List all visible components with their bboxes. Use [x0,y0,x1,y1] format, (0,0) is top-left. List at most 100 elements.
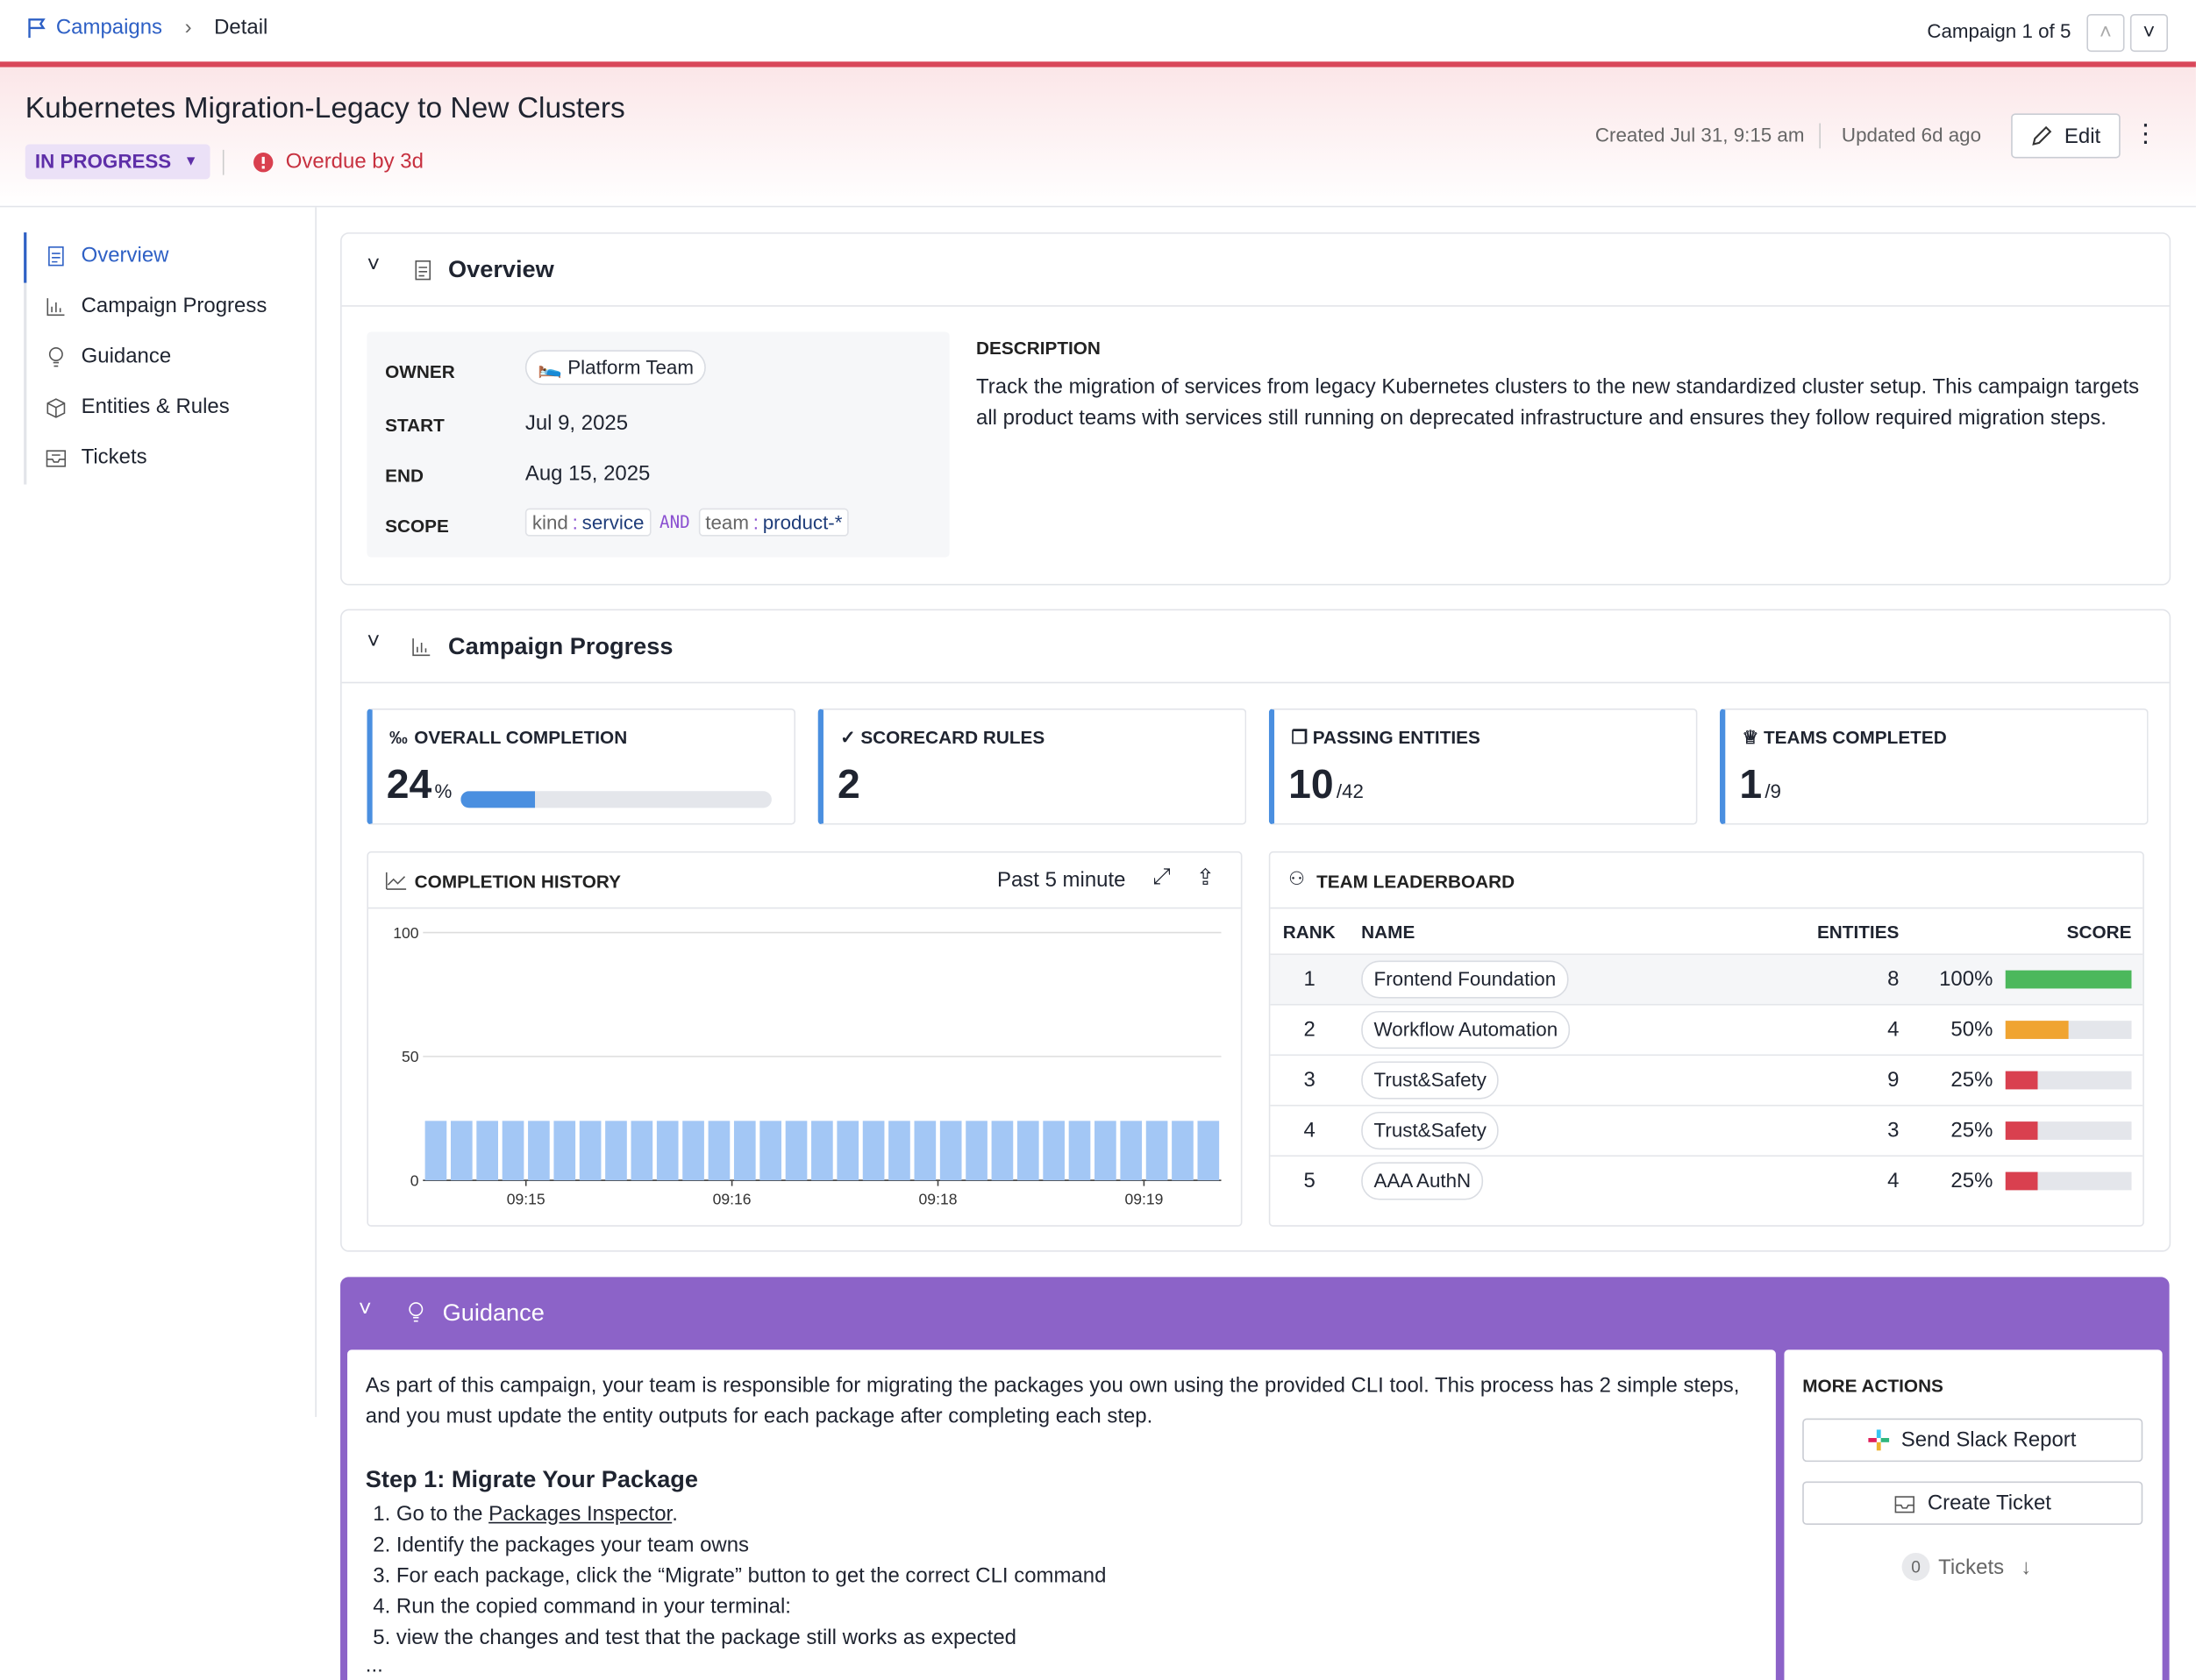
bar [991,1121,1014,1181]
entities: 3 [1887,1118,1900,1143]
bar [528,1121,550,1181]
edit-button[interactable]: Edit [2011,113,2121,159]
guidance-body: As part of this campaign, your team is r… [347,1349,1776,1680]
stat-value: 2 [838,763,860,809]
time-range[interactable]: Past 5 minute [996,868,1126,893]
leaderboard-row: 2 Workflow Automation 4 50% [1270,1003,2143,1054]
updated: Updated 6d ago [1841,123,1982,146]
download-icon: ↓ [2021,1555,2032,1579]
inbox-icon [46,449,67,466]
overdue: Overdue by 3d [252,149,424,174]
scope-key: kind [531,510,568,534]
nav-item[interactable]: Entities & Rules [45,395,230,418]
field-label: END [385,465,424,487]
collapse-chevron[interactable]: ˅ [367,630,381,654]
bar [553,1121,576,1181]
scope-operator: AND [660,512,690,532]
description: Track the migration of services from leg… [976,374,2140,431]
expand-button[interactable]: ⤢ [1152,865,1171,890]
bulb-icon [48,346,63,367]
leaderboard-row: 5 AAA AuthN 4 25% [1270,1155,2143,1205]
breadcrumb: Campaigns › Detail [25,15,267,39]
nav-item[interactable]: Tickets [45,445,147,469]
collapse-chevron[interactable]: ˅ [358,1298,372,1322]
team-chip[interactable]: Workflow Automation [1361,1010,1571,1050]
team-chip[interactable]: Trust&Safety [1361,1061,1500,1100]
entities: 4 [1887,1169,1900,1193]
step-text: Go to the [396,1502,489,1527]
team-chip[interactable]: Frontend Foundation [1361,960,1569,999]
team-chip[interactable]: Trust&Safety [1361,1111,1500,1150]
stat-label-text: SCORECARD RULES [860,726,1045,748]
export-button[interactable]: ⇪ [1195,866,1216,891]
stat-label: ✓ SCORECARD RULES [840,726,1045,748]
nav-item[interactable]: Overview [45,244,168,267]
bar [424,1121,447,1181]
score-track [2005,1121,2132,1140]
divider [1819,123,1821,149]
scope-term: kind: service [524,508,652,537]
rank: 4 [1303,1118,1315,1143]
slack-button[interactable]: Send Slack Report [1802,1418,2143,1463]
nav-item[interactable]: Guidance [45,345,171,368]
header [0,67,2196,208]
bar [1172,1121,1194,1181]
panel-title: COMPLETION HISTORY [414,871,621,893]
bar [1094,1121,1116,1181]
bar [966,1121,987,1181]
bar [605,1121,627,1181]
owner-chip[interactable]: 🛌 Platform Team [524,350,707,386]
stat-value: 10/42 [1288,763,1364,809]
field-label: OWNER [385,361,455,382]
score-bar [2005,1071,2037,1090]
scope-term: team: product-* [698,508,850,537]
link[interactable]: Packages Inspector [488,1502,673,1527]
guidance-intro: As part of this campaign, your team is r… [365,1373,1740,1428]
stat-card: ‰ OVERALL COMPLETION 24% [367,708,796,825]
overdue-text: Overdue by 3d [285,149,424,174]
prev-button[interactable]: ˄ [2086,13,2125,53]
panel-header [1270,853,2143,909]
progress-fill [460,791,536,808]
leaderboard-card: ⚇ TEAM LEADERBOARD RANK NAME ENTITIES SCORE… [1268,851,2144,1227]
card-header[interactable] [341,610,2170,684]
stat-unit: % [434,779,453,803]
score-label: 25% [1950,1169,1993,1193]
actions-label: MORE ACTIONS [1802,1375,1943,1397]
bar [1120,1121,1143,1181]
card-header[interactable] [341,234,2170,307]
status-badge[interactable]: IN PROGRESS ▼ [25,144,210,180]
entities: 4 [1887,1017,1900,1043]
breadcrumb-link[interactable]: Campaigns [55,15,163,39]
stat-label: ❐ PASSING ENTITIES [1291,726,1480,748]
score-label: 25% [1950,1068,1993,1093]
stat-value: 24% [387,763,453,809]
status-stripe [0,61,2196,68]
score-track [2005,1171,2132,1191]
stat-card: ✓ SCORECARD RULES 2 [817,708,1247,825]
nav-label: Campaign Progress [81,294,267,318]
bar [1068,1121,1091,1181]
actions-panel: MORE ACTIONS Send Slack Report Create Ti… [1784,1349,2163,1680]
slack-icon [1868,1429,1890,1451]
bar [631,1121,653,1181]
nav-label: Tickets [81,445,147,469]
score-bar [2005,1021,2069,1039]
ticket-button[interactable]: Create Ticket [1802,1481,2143,1526]
nav-item[interactable]: Campaign Progress [45,294,267,317]
nav-active-indicator [24,232,27,283]
column-header: ENTITIES [1816,921,1900,943]
description-label: DESCRIPTION [976,337,1101,359]
next-button[interactable]: ˅ [2129,13,2169,53]
team-chip[interactable]: AAA AuthN [1361,1162,1484,1200]
collapse-chevron[interactable]: ˅ [367,253,381,278]
stat-card: ❐ PASSING ENTITIES 10/42 [1268,708,1698,825]
separator: › [184,15,192,39]
field-label: SCOPE [385,515,449,537]
more-menu[interactable]: · · · [2141,109,2150,157]
tickets[interactable]: 0 Tickets ↓ [1901,1552,2032,1581]
nav-rail [24,232,27,485]
step: Go to the Packages Inspector. [396,1499,1106,1530]
leaderboard-row: 1 Frontend Foundation 8 100% [1270,953,2143,1004]
